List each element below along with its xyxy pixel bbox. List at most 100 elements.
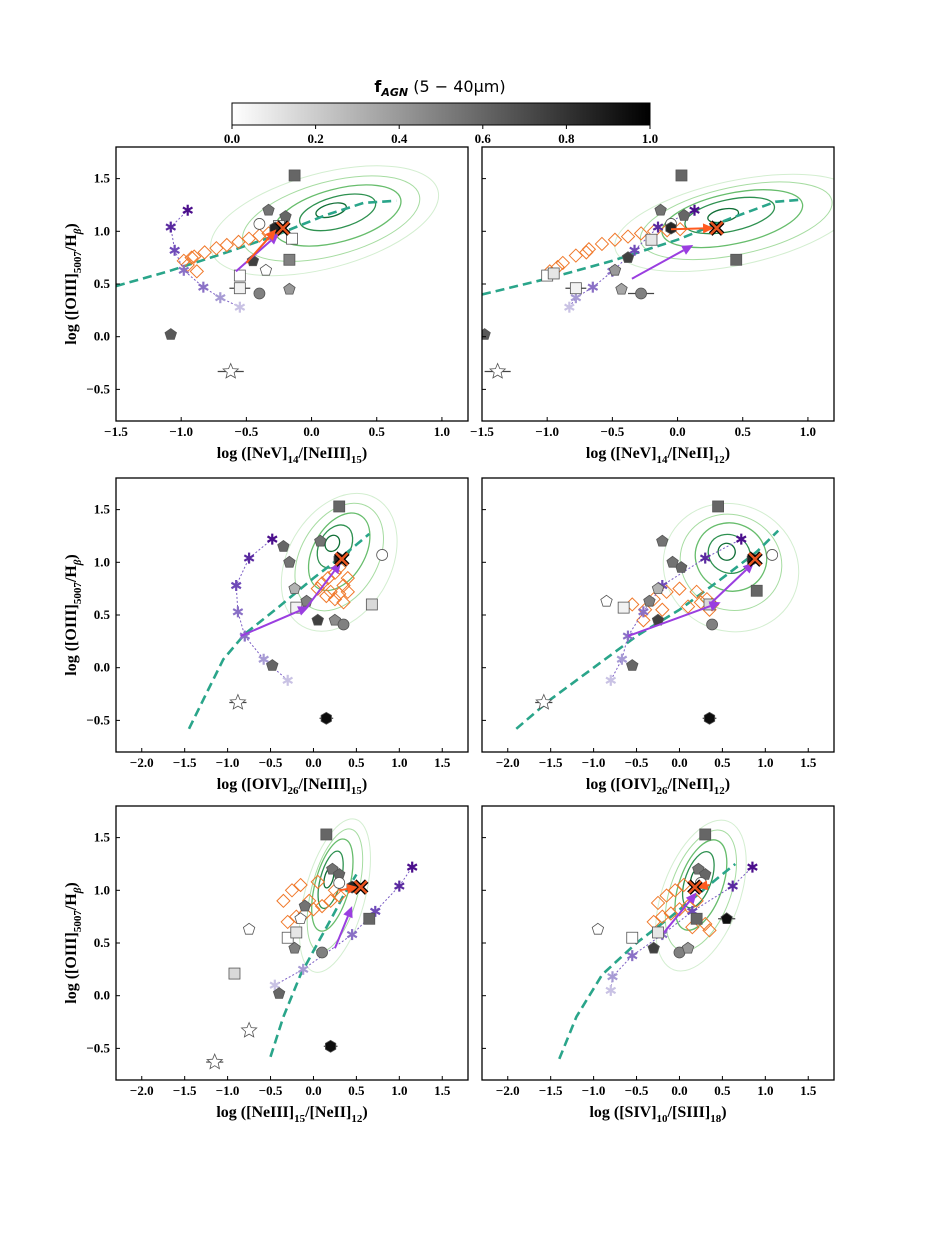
model-diamond <box>276 893 291 909</box>
model-diamond <box>310 874 325 890</box>
galaxy-point-pentagon <box>259 263 273 276</box>
model-diamond <box>336 578 351 593</box>
galaxy-point-square <box>617 601 630 614</box>
model-asterisk <box>182 204 194 216</box>
model-asterisk <box>198 281 209 293</box>
density-contour <box>661 189 804 249</box>
galaxy-point-circle <box>766 549 779 561</box>
x-tick-label: −0.5 <box>625 1083 649 1098</box>
galaxy-point-square <box>675 169 688 182</box>
panel-middle-left: −2.0 −1.5 −1.0 −0.5 0.0 0.5 1.0 1.5 −0.5 0.0 0.5 1.… <box>63 477 469 797</box>
x-marker <box>334 551 350 567</box>
x-tick-label: −1.5 <box>173 755 197 770</box>
x-axis-label: log ([NeIII]15/[NeII]12) <box>216 1104 367 1125</box>
x-tick-label: −1.5 <box>539 755 563 770</box>
galaxy-point-star <box>240 1021 258 1038</box>
model-track <box>187 532 371 730</box>
x-tick-label: 1.0 <box>757 755 773 770</box>
galaxy-point-square <box>229 282 251 295</box>
model-asterisk <box>747 861 758 873</box>
galaxy-point-pentagon <box>600 594 613 607</box>
model-diamond <box>184 250 199 265</box>
plot-area <box>206 818 418 1070</box>
x-tick-label: −2.0 <box>130 755 154 770</box>
model-asterisk <box>689 204 700 216</box>
density-contour <box>210 165 440 277</box>
x-tick-label: 0.0 <box>303 424 319 439</box>
model-diamond <box>689 584 704 600</box>
plot-frame <box>481 146 835 422</box>
galaxy-point-square <box>333 500 346 513</box>
density-contour <box>694 522 768 592</box>
colorbar-tick-label: 0.8 <box>558 131 575 146</box>
x-tick-label: −1.5 <box>539 1083 563 1098</box>
y-tick-label: 0.0 <box>94 329 110 344</box>
model-asterisk <box>699 552 711 564</box>
y-tick-label: 0.0 <box>94 988 110 1003</box>
model-asterisk <box>629 244 640 256</box>
x-tick-label: −0.5 <box>601 424 625 439</box>
model-diamond <box>327 565 343 581</box>
model-asterisk <box>638 606 649 618</box>
galaxy-point-pentagon <box>621 251 635 263</box>
panel-middle-right: −2.0 −1.5 −1.0 −0.5 0.0 0.5 1.0 1.5 log ([OIV]26… <box>481 477 835 797</box>
density-contour <box>639 181 833 261</box>
x-axis-label: log ([NeV]14/[NeII]12) <box>586 445 730 466</box>
y-tick-label: 0.0 <box>94 660 110 675</box>
x-tick-label: 1.5 <box>800 1083 817 1098</box>
colorbar-tick-label: 0.0 <box>224 131 240 146</box>
density-contour <box>717 542 736 561</box>
galaxy-point-hexagon <box>665 221 677 235</box>
model-asterisk <box>214 292 226 304</box>
galaxy-point-square <box>645 233 658 246</box>
y-tick-label: 0.5 <box>94 935 111 950</box>
galaxy-point-square <box>565 282 587 295</box>
model-diamond <box>579 245 594 260</box>
density-contour <box>684 196 776 235</box>
x-tick-label: 0.5 <box>348 755 365 770</box>
galaxy-point-pentagon <box>643 594 656 607</box>
plot-area <box>187 492 398 730</box>
y-tick-label: 0.5 <box>94 276 111 291</box>
galaxy-point-pentagon <box>647 941 660 954</box>
x-tick-label: 1.0 <box>434 424 450 439</box>
galaxy-point-square <box>730 253 743 266</box>
x-marker <box>352 879 369 895</box>
galaxy-point-pentagon <box>298 899 312 912</box>
model-diamond <box>327 591 343 607</box>
orange-arrow <box>245 229 277 264</box>
model-diamond <box>655 909 670 924</box>
colorbar-ticks: 0.0 0.2 0.4 0.6 0.8 1.0 <box>224 125 658 146</box>
model-asterisk <box>258 653 269 665</box>
model-asterisk <box>605 674 617 686</box>
galaxy-point-pentagon <box>615 282 628 295</box>
galaxy-point-pentagon <box>591 922 605 935</box>
x-axis-label: log ([NeV]14/[NeIII]15) <box>217 445 367 466</box>
y-tick-label: 1.5 <box>94 502 111 517</box>
model-diamond <box>655 602 670 617</box>
x-axis-label: log ([OIV]26/[NeII]12) <box>586 776 730 797</box>
galaxy-point-pentagon <box>242 922 256 935</box>
x-tick-label: 0.0 <box>671 1083 687 1098</box>
model-asterisk <box>587 281 599 293</box>
model-asterisk <box>394 880 405 892</box>
galaxy-point-pentagon <box>608 263 622 276</box>
model-asterisk <box>232 606 244 618</box>
model-diamond <box>284 883 300 898</box>
model-diamond <box>280 914 295 930</box>
model-diamond <box>607 232 623 247</box>
x-tick-label: −2.0 <box>130 1083 154 1098</box>
y-tick-label: −0.5 <box>86 1040 110 1055</box>
density-contour <box>614 173 834 272</box>
y-axis-label: log ([OIII]5007/Hβ) <box>63 882 84 1003</box>
x-tick-label: −1.0 <box>216 755 240 770</box>
panel-top-left: −1.5 −1.0 −0.5 0.0 0.5 1.0 −0.5 0.0 0.5 1.0 1.5 log… <box>63 146 469 466</box>
panel-bottom-left: −2.0 −1.5 −1.0 −0.5 0.0 0.5 1.0 1.5 −0.5 0.0 0.5 1.… <box>63 805 469 1125</box>
model-diamond <box>336 595 351 610</box>
x-tick-label: 0.0 <box>305 755 321 770</box>
model-asterisk <box>605 984 617 996</box>
x-tick-label: −0.5 <box>259 755 283 770</box>
galaxy-point-square <box>283 253 296 266</box>
density-contour <box>324 534 341 553</box>
model-diamond <box>219 237 235 253</box>
